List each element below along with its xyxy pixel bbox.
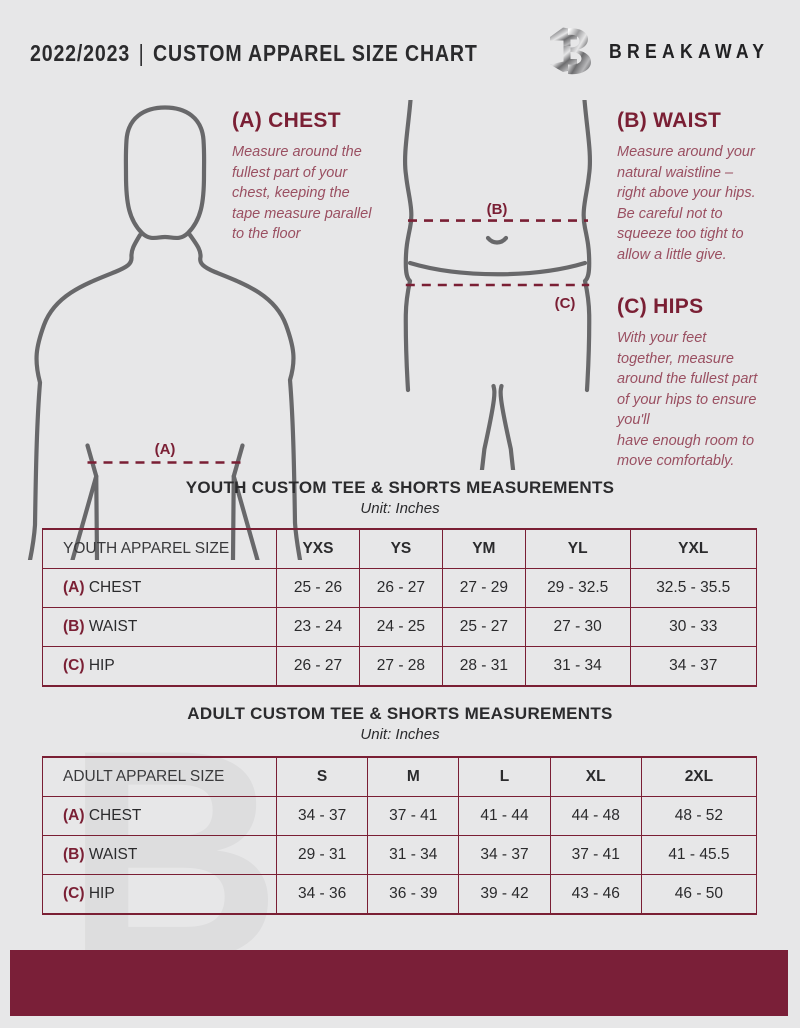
svg-text:(C): (C)	[555, 295, 576, 312]
svg-text:(A): (A)	[155, 441, 176, 458]
svg-text:(B): (B)	[487, 201, 508, 218]
